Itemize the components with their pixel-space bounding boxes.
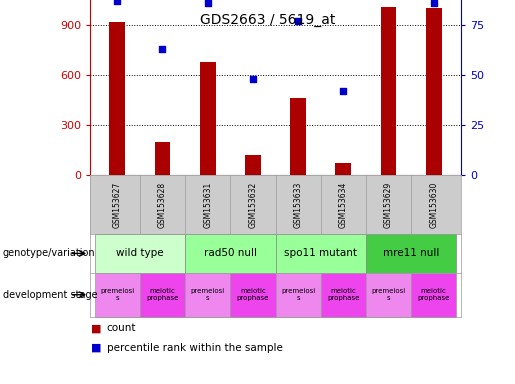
- Text: GSM153629: GSM153629: [384, 181, 393, 228]
- Bar: [140, 273, 185, 317]
- Text: ■: ■: [91, 323, 101, 333]
- Text: premeiosi
s: premeiosi s: [371, 288, 406, 301]
- Text: meiotic
prophase: meiotic prophase: [237, 288, 269, 301]
- Bar: [366, 234, 456, 273]
- Bar: [276, 234, 366, 273]
- Text: meiotic
prophase: meiotic prophase: [418, 288, 450, 301]
- Bar: [245, 155, 261, 175]
- Bar: [200, 61, 216, 175]
- Text: rad50 null: rad50 null: [204, 248, 257, 258]
- Text: wild type: wild type: [116, 248, 164, 258]
- Point: [339, 88, 348, 94]
- Text: ■: ■: [91, 343, 101, 353]
- Text: GSM153627: GSM153627: [113, 181, 122, 228]
- Bar: [321, 273, 366, 317]
- Text: GDS2663 / 5619_at: GDS2663 / 5619_at: [200, 13, 335, 27]
- Bar: [185, 273, 230, 317]
- Point: [430, 0, 438, 6]
- Point: [294, 18, 302, 24]
- Text: genotype/variation: genotype/variation: [3, 248, 95, 258]
- Bar: [381, 7, 397, 175]
- Text: premeiosi
s: premeiosi s: [281, 288, 315, 301]
- Text: GSM153632: GSM153632: [248, 181, 258, 228]
- Bar: [335, 163, 351, 175]
- Bar: [95, 273, 140, 317]
- Text: premeiosi
s: premeiosi s: [191, 288, 225, 301]
- Text: GSM153628: GSM153628: [158, 181, 167, 228]
- Bar: [185, 234, 276, 273]
- Text: development stage: development stage: [3, 290, 97, 300]
- Bar: [426, 8, 442, 175]
- Text: GSM153630: GSM153630: [430, 181, 438, 228]
- Bar: [276, 273, 321, 317]
- Text: spo11 mutant: spo11 mutant: [284, 248, 357, 258]
- Bar: [95, 234, 185, 273]
- Text: percentile rank within the sample: percentile rank within the sample: [107, 343, 283, 353]
- Text: mre11 null: mre11 null: [383, 248, 439, 258]
- Text: GSM153633: GSM153633: [294, 181, 303, 228]
- Text: GSM153634: GSM153634: [339, 181, 348, 228]
- Point: [113, 0, 122, 4]
- Point: [249, 76, 257, 82]
- Bar: [154, 142, 170, 175]
- Bar: [290, 98, 306, 175]
- Text: meiotic
prophase: meiotic prophase: [327, 288, 359, 301]
- Text: count: count: [107, 323, 136, 333]
- Point: [203, 0, 212, 6]
- Bar: [411, 273, 456, 317]
- Bar: [230, 273, 276, 317]
- Text: GSM153631: GSM153631: [203, 181, 212, 228]
- Point: [158, 46, 166, 52]
- Bar: [109, 22, 125, 175]
- Bar: [366, 273, 411, 317]
- Text: meiotic
prophase: meiotic prophase: [146, 288, 179, 301]
- Text: premeiosi
s: premeiosi s: [100, 288, 134, 301]
